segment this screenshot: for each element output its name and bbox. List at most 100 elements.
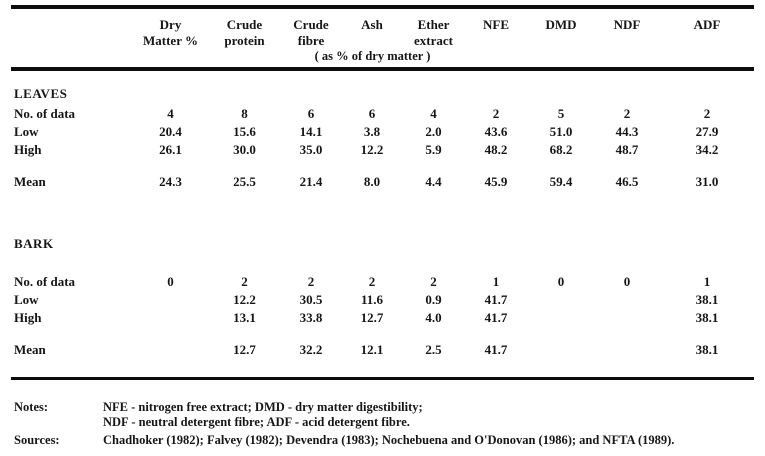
column-header-line: Ether: [417, 17, 450, 32]
value-cell: 12.7: [360, 310, 384, 325]
bottom-rule-row: [11, 359, 754, 380]
row-label: Low: [14, 124, 39, 139]
row-label: High: [14, 310, 42, 325]
value-cell: 34.2: [695, 142, 719, 157]
column-header-ether-extract: Ether extract: [403, 7, 464, 49]
value-cell: 48.7: [615, 142, 639, 157]
value-cell: 4.0: [425, 310, 442, 325]
value-cell: 1: [703, 274, 711, 289]
value-cell: 41.7: [484, 310, 508, 325]
value-cell: [133, 309, 208, 327]
value-cell: 12.2: [360, 142, 384, 157]
value-cell: 15.6: [233, 124, 256, 139]
column-header-line: DMD: [545, 17, 577, 32]
column-header-line: Dry: [159, 17, 182, 32]
value-cell: 43.6: [484, 124, 508, 139]
row-leaves-no-of-data: No. of data 4 8 6 6 4 2 5 2 2: [11, 103, 754, 123]
value-cell: 0: [557, 274, 565, 289]
sources-row: Sources: Chadhoker (1982); Falvey (1982)…: [11, 433, 754, 448]
value-cell: 20.4: [159, 124, 182, 139]
column-header-line: [341, 33, 403, 49]
value-cell: 41.7: [484, 342, 508, 357]
column-header-crude-protein: Crude protein: [208, 7, 281, 49]
value-cell: 24.3: [159, 174, 182, 189]
value-cell: 32.2: [299, 342, 323, 357]
column-header-adf: ADF: [660, 7, 754, 49]
value-cell: 0: [167, 274, 174, 289]
value-cell: 2: [430, 274, 437, 289]
value-cell: 4: [430, 106, 437, 121]
value-cell: 35.0: [299, 142, 323, 157]
units-subheader: ( as % of dry matter ): [281, 49, 464, 71]
value-cell: 2: [368, 274, 376, 289]
value-cell: 68.2: [549, 142, 573, 157]
column-header-dry-matter: Dry Matter %: [133, 7, 208, 49]
value-cell: 13.1: [233, 310, 256, 325]
value-cell: 5: [557, 106, 565, 121]
value-cell: 0.9: [425, 292, 442, 307]
value-cell: 14.1: [299, 124, 323, 139]
column-header-line: Crude: [293, 17, 329, 32]
row-label: Mean: [14, 174, 46, 189]
column-header-line: Ash: [361, 17, 383, 32]
column-header-line: [464, 33, 528, 49]
value-cell: [594, 291, 660, 309]
subheader-empty-cell: [11, 49, 133, 71]
value-cell: [133, 327, 208, 359]
value-cell: 51.0: [549, 124, 573, 139]
value-cell: 26.1: [159, 142, 182, 157]
value-cell: 27.9: [695, 124, 719, 139]
column-header-line: fibre: [297, 33, 325, 48]
row-bark-low: Low 12.2 30.5 11.6 0.9 41.7 38.1: [11, 291, 754, 309]
table-body: LEAVES No. of data 4 8 6 6 4 2 5 2 2 Low…: [11, 69, 754, 380]
value-cell: 2.0: [425, 124, 442, 139]
value-cell: 4.4: [425, 174, 442, 189]
value-cell: 12.1: [360, 342, 384, 357]
column-header-line: Crude: [226, 17, 263, 32]
value-cell: 8.0: [363, 174, 381, 189]
row-bark-mean: Mean 12.7 32.2 12.1 2.5 41.7 38.1: [11, 327, 754, 359]
value-cell: 2: [703, 106, 711, 121]
subheader-empty-cell: [528, 49, 594, 71]
sources-text: Chadhoker (1982); Falvey (1982); Devendr…: [103, 432, 675, 447]
header-row: Dry Matter % Crude protein Crude fibre A…: [11, 7, 754, 49]
row-bark-high: High 13.1 33.8 12.7 4.0 41.7 38.1: [11, 309, 754, 327]
value-cell: 25.5: [233, 174, 256, 189]
section-title-leaves: LEAVES: [11, 69, 754, 103]
value-cell: 30.0: [233, 142, 256, 157]
value-cell: 31.0: [695, 174, 719, 189]
value-cell: [594, 327, 660, 359]
value-cell: 46.5: [615, 174, 639, 189]
column-header-line: NDF: [613, 17, 641, 32]
row-label: No. of data: [14, 274, 76, 289]
value-cell: 59.4: [549, 174, 573, 189]
value-cell: 2: [623, 106, 631, 121]
column-header-line: Matter %: [143, 33, 198, 48]
value-cell: [133, 291, 208, 309]
value-cell: 38.1: [695, 342, 719, 357]
value-cell: [528, 309, 594, 327]
row-label: Low: [14, 292, 39, 307]
column-header-line: [594, 33, 660, 49]
column-header-line: [528, 33, 594, 49]
row-leaves-mean: Mean 24.3 25.5 21.4 8.0 4.4 45.9 59.4 46…: [11, 159, 754, 191]
section-title-text: BARK: [14, 236, 54, 251]
units-subheader-row: ( as % of dry matter ): [11, 49, 754, 71]
section-title-bark: BARK: [11, 191, 754, 253]
value-cell: 12.2: [233, 292, 256, 307]
value-cell: [528, 291, 594, 309]
value-cell: 33.8: [299, 310, 323, 325]
table-footnotes: Notes: NFE - nitrogen free extract; DMD …: [11, 400, 754, 448]
column-header-nfe: NFE: [464, 7, 528, 49]
value-cell: 2: [307, 274, 315, 289]
subheader-empty-cell: [208, 49, 281, 71]
subheader-empty-cell: [660, 49, 754, 71]
value-cell: 6: [307, 106, 315, 121]
value-cell: 11.6: [360, 292, 384, 307]
value-cell: 12.7: [233, 342, 256, 357]
value-cell: 38.1: [695, 310, 719, 325]
value-cell: 45.9: [484, 174, 508, 189]
row-leaves-low: Low 20.4 15.6 14.1 3.8 2.0 43.6 51.0 44.…: [11, 123, 754, 141]
bottom-rule: [11, 359, 754, 380]
subheader-empty-cell: [133, 49, 208, 71]
